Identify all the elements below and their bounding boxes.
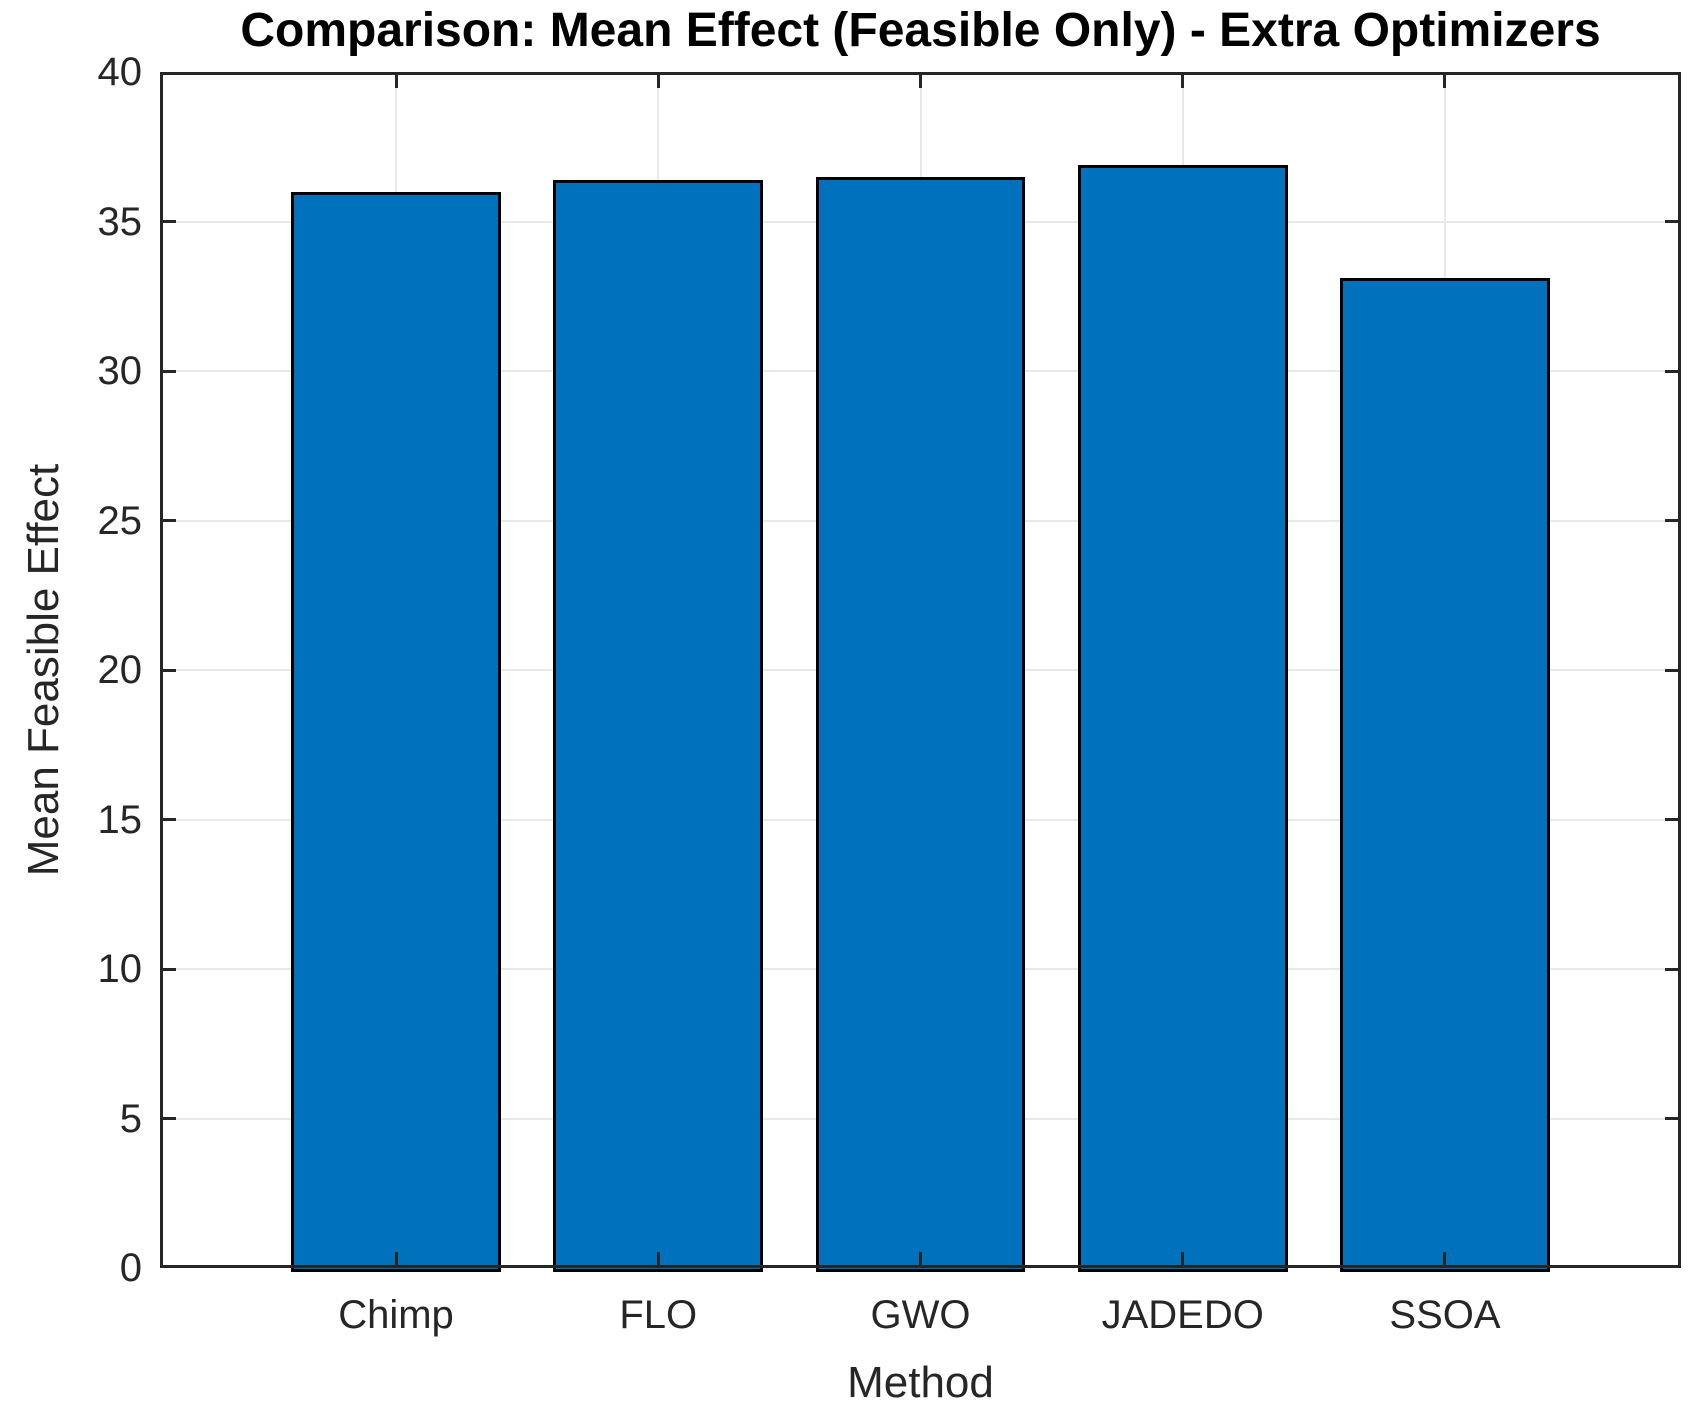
y-tick-mark-left <box>163 1117 176 1120</box>
y-tick-label: 40 <box>97 50 143 94</box>
y-tick-mark-right <box>1665 668 1678 672</box>
y-tick-mark-right <box>1665 519 1678 522</box>
x-tick-label: SSOA <box>1389 1293 1501 1337</box>
x-tick-mark-bottom <box>919 1252 922 1265</box>
bar <box>815 176 1026 1272</box>
x-tick-mark-bottom <box>656 1252 660 1265</box>
y-tick-mark-left <box>163 220 176 223</box>
bar <box>1077 164 1288 1272</box>
x-tick-mark-top <box>919 75 922 88</box>
x-tick-mark-bottom <box>394 1252 398 1265</box>
y-tick-label: 20 <box>97 648 143 692</box>
y-tick-label: 5 <box>119 1096 142 1141</box>
x-tick-mark-bottom <box>1181 1252 1185 1265</box>
x-tick-mark-top <box>1181 75 1185 88</box>
chart-title: Comparison: Mean Effect (Feasible Only) … <box>240 4 1601 57</box>
x-axis-label: Method <box>847 1358 994 1407</box>
y-tick-mark-left <box>163 967 176 971</box>
y-tick-label: 30 <box>97 349 143 393</box>
y-tick-mark-right <box>1665 369 1678 373</box>
y-axis-label: Mean Feasible Effect <box>19 463 68 877</box>
y-tick-mark-right <box>1665 220 1678 223</box>
x-tick-mark-bottom <box>1443 1252 1447 1265</box>
bar <box>553 179 764 1272</box>
y-tick-label: 15 <box>97 797 143 842</box>
x-tick-label: FLO <box>619 1293 698 1337</box>
y-tick-label: 25 <box>97 498 143 543</box>
y-tick-mark-left <box>163 818 176 821</box>
x-tick-label: Chimp <box>338 1293 454 1337</box>
y-tick-mark-right <box>1665 967 1678 971</box>
y-tick-label: 10 <box>97 947 143 991</box>
bar <box>291 191 501 1272</box>
x-tick-mark-top <box>394 75 398 88</box>
bar <box>1340 278 1550 1272</box>
x-tick-mark-top <box>656 75 660 88</box>
y-tick-label: 0 <box>119 1246 142 1290</box>
y-tick-label: 35 <box>97 199 143 244</box>
x-tick-label: JADEDO <box>1101 1293 1264 1337</box>
x-tick-label: GWO <box>870 1293 971 1337</box>
x-tick-mark-top <box>1443 75 1447 88</box>
y-tick-mark-left <box>163 519 176 522</box>
y-tick-mark-left <box>163 668 176 672</box>
y-tick-mark-right <box>1665 818 1678 821</box>
y-tick-mark-left <box>163 369 176 373</box>
y-tick-mark-right <box>1665 1117 1678 1120</box>
